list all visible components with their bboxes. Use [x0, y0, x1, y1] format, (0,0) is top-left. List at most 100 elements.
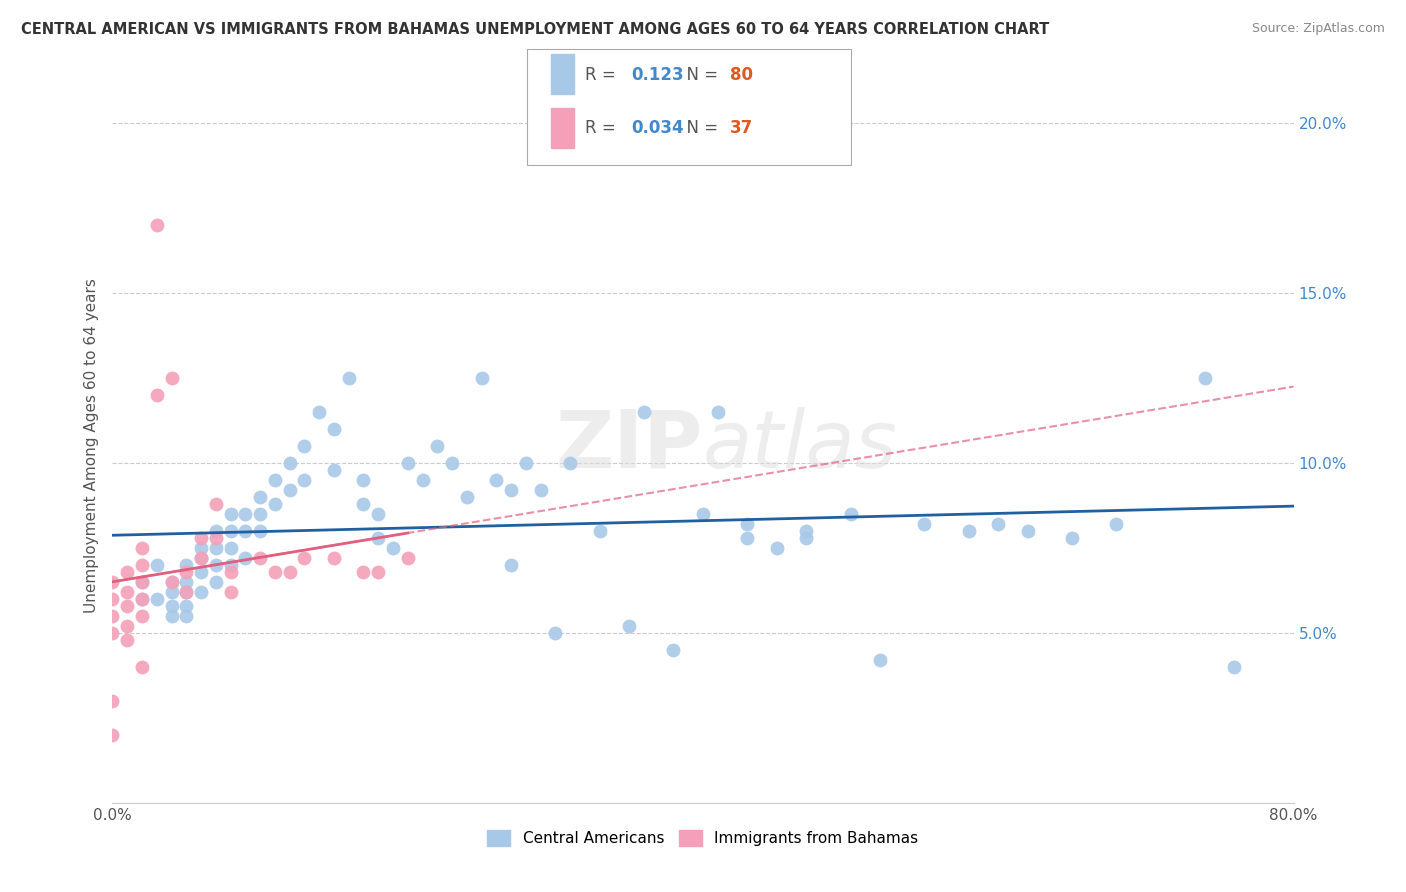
Point: [323, 422, 346, 436]
Text: N =: N =: [676, 66, 724, 84]
Point: [101, 694, 124, 708]
Point: [796, 531, 818, 545]
Point: [101, 728, 124, 742]
Point: [249, 507, 271, 521]
Point: [544, 626, 567, 640]
Point: [501, 483, 523, 498]
Y-axis label: Unemployment Among Ages 60 to 64 years: Unemployment Among Ages 60 to 64 years: [83, 278, 98, 614]
Point: [131, 591, 153, 606]
Point: [146, 218, 169, 232]
Point: [174, 585, 197, 599]
Text: R =: R =: [585, 66, 621, 84]
Point: [396, 551, 419, 566]
Point: [219, 507, 242, 521]
Point: [292, 439, 315, 453]
Point: [1194, 371, 1216, 385]
Point: [117, 619, 138, 633]
Text: R =: R =: [585, 120, 621, 137]
Point: [869, 653, 891, 667]
Point: [278, 456, 301, 470]
Point: [337, 371, 360, 385]
Point: [219, 541, 242, 555]
Point: [264, 497, 287, 511]
Point: [662, 643, 685, 657]
Point: [323, 463, 346, 477]
Point: [1062, 531, 1084, 545]
Point: [396, 456, 419, 470]
Point: [205, 524, 228, 538]
Point: [131, 541, 153, 555]
Point: [264, 473, 287, 487]
Text: 37: 37: [730, 120, 754, 137]
Point: [146, 558, 169, 572]
Point: [160, 574, 183, 589]
Point: [131, 558, 153, 572]
Point: [352, 497, 374, 511]
Point: [131, 574, 153, 589]
Point: [456, 490, 478, 504]
Point: [101, 591, 124, 606]
Point: [914, 517, 936, 532]
Point: [441, 456, 464, 470]
Point: [619, 619, 641, 633]
Point: [588, 524, 610, 538]
Point: [737, 517, 759, 532]
Point: [131, 608, 153, 623]
Point: [706, 405, 728, 419]
Point: [278, 565, 301, 579]
Point: [174, 574, 197, 589]
Point: [205, 497, 228, 511]
Point: [146, 591, 169, 606]
Point: [558, 456, 582, 470]
Point: [233, 551, 256, 566]
Point: [249, 524, 271, 538]
Point: [1105, 517, 1128, 532]
Point: [411, 473, 433, 487]
Point: [633, 405, 655, 419]
Point: [205, 574, 228, 589]
Point: [160, 585, 183, 599]
Text: CENTRAL AMERICAN VS IMMIGRANTS FROM BAHAMAS UNEMPLOYMENT AMONG AGES 60 TO 64 YEA: CENTRAL AMERICAN VS IMMIGRANTS FROM BAHA…: [21, 22, 1049, 37]
Text: 0.034: 0.034: [631, 120, 683, 137]
Text: atlas: atlas: [703, 407, 898, 485]
Point: [117, 599, 138, 613]
Point: [174, 585, 197, 599]
Point: [737, 531, 759, 545]
Point: [160, 371, 183, 385]
Point: [117, 585, 138, 599]
Point: [426, 439, 449, 453]
Point: [529, 483, 551, 498]
Text: N =: N =: [676, 120, 724, 137]
Point: [190, 551, 212, 566]
Point: [278, 483, 301, 498]
Point: [485, 473, 508, 487]
Point: [367, 531, 389, 545]
Point: [292, 473, 315, 487]
Point: [1017, 524, 1039, 538]
Point: [766, 541, 789, 555]
Point: [117, 565, 138, 579]
Point: [470, 371, 494, 385]
Point: [352, 565, 374, 579]
Point: [308, 405, 330, 419]
Point: [205, 541, 228, 555]
Point: [190, 565, 212, 579]
Legend: Central Americans, Immigrants from Bahamas: Central Americans, Immigrants from Baham…: [481, 824, 925, 852]
Point: [292, 551, 315, 566]
Point: [190, 531, 212, 545]
Point: [249, 490, 271, 504]
Point: [352, 473, 374, 487]
Point: [174, 608, 197, 623]
Point: [101, 574, 124, 589]
Point: [233, 524, 256, 538]
Point: [323, 551, 346, 566]
Point: [264, 565, 287, 579]
Point: [367, 565, 389, 579]
Point: [160, 608, 183, 623]
Point: [174, 599, 197, 613]
Point: [233, 507, 256, 521]
Text: 0.123: 0.123: [631, 66, 683, 84]
Point: [131, 591, 153, 606]
Point: [131, 660, 153, 674]
Point: [219, 565, 242, 579]
